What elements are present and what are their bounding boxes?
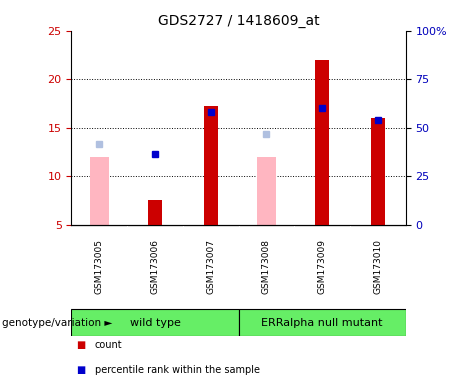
Text: ■: ■ <box>76 365 85 375</box>
Text: percentile rank within the sample: percentile rank within the sample <box>95 365 260 375</box>
Text: GSM173008: GSM173008 <box>262 239 271 295</box>
Bar <box>315 60 329 225</box>
Text: count: count <box>95 340 122 350</box>
Text: genotype/variation ►: genotype/variation ► <box>2 318 112 328</box>
Bar <box>148 200 162 225</box>
Text: ■: ■ <box>76 340 85 350</box>
Text: GSM173009: GSM173009 <box>318 239 327 295</box>
Bar <box>239 309 406 336</box>
Bar <box>89 157 109 225</box>
Text: GSM173007: GSM173007 <box>206 239 215 295</box>
Bar <box>371 118 385 225</box>
Bar <box>71 309 239 336</box>
Text: wild type: wild type <box>130 318 180 328</box>
Bar <box>204 106 218 225</box>
Title: GDS2727 / 1418609_at: GDS2727 / 1418609_at <box>158 14 319 28</box>
Text: GSM173005: GSM173005 <box>95 239 104 295</box>
Text: GSM173010: GSM173010 <box>373 239 382 295</box>
Text: GSM173006: GSM173006 <box>150 239 160 295</box>
Bar <box>257 157 276 225</box>
Text: ERRalpha null mutant: ERRalpha null mutant <box>261 318 383 328</box>
